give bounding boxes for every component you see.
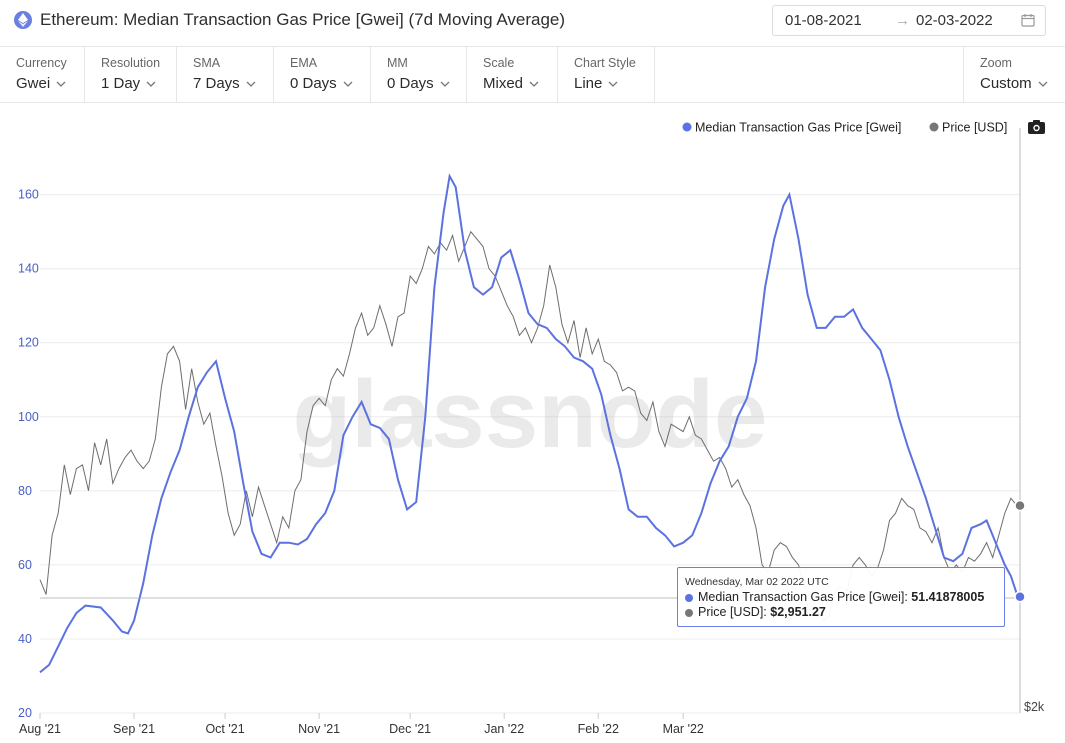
control-value[interactable]: 7 Days xyxy=(193,75,256,92)
control-value[interactable]: Mixed xyxy=(483,75,539,92)
date-arrow: → xyxy=(895,12,910,29)
date-from[interactable]: 01-08-2021 xyxy=(785,12,862,29)
gas-series-line xyxy=(39,173,1021,674)
control-value[interactable]: Custom xyxy=(980,75,1048,92)
chart-controls: Currency Gwei Resolution 1 Day SMA 7 Day… xyxy=(0,47,1065,103)
sma-select[interactable]: SMA 7 Days xyxy=(177,47,274,102)
legend-price-dot xyxy=(929,122,939,132)
tooltip-gas-dot xyxy=(685,593,693,602)
y-tick-label: 20 xyxy=(18,706,32,720)
currency-select[interactable]: Currency Gwei xyxy=(0,47,85,102)
legend-price-label[interactable]: Price [USD] xyxy=(942,121,1007,135)
right-axis-label: $2k xyxy=(1024,700,1045,714)
chart-area[interactable]: glassnode 20 40 60 80 100 120 140 160 Aug '21 Se… xyxy=(0,103,1065,743)
chevron-down-icon xyxy=(440,81,450,87)
control-label: MM xyxy=(387,56,408,70)
y-tick-label: 80 xyxy=(18,484,32,498)
chevron-down-icon xyxy=(56,81,66,87)
price-hover-marker xyxy=(1014,499,1026,512)
chevron-down-icon xyxy=(146,81,156,87)
y-tick-label: 120 xyxy=(18,336,39,350)
date-to[interactable]: 02-03-2022 xyxy=(916,12,993,29)
chevron-down-icon xyxy=(246,81,256,87)
x-tick-label: Oct '21 xyxy=(205,722,244,736)
chevron-down-icon xyxy=(343,81,353,87)
page-title: Ethereum: Median Transaction Gas Price [… xyxy=(40,10,566,29)
tooltip-date: Wednesday, Mar 02 2022 UTC xyxy=(685,576,829,588)
x-tick-label: Aug '21 xyxy=(19,722,61,736)
date-range-picker[interactable]: 01-08-2021 → 02-03-2022 xyxy=(772,5,1046,36)
zoom-select[interactable]: Zoom Custom xyxy=(963,47,1065,102)
legend-gas-dot xyxy=(682,122,692,132)
control-label: Resolution xyxy=(101,56,161,70)
y-tick-label: 60 xyxy=(18,558,32,572)
control-label: SMA xyxy=(193,56,221,70)
tooltip-price-row: Price [USD]: $2,951.27 xyxy=(685,605,826,619)
control-value[interactable]: Line xyxy=(574,75,618,92)
x-tick-label: Dec '21 xyxy=(389,722,431,736)
mm-select[interactable]: MM 0 Days xyxy=(371,47,467,102)
legend-gas-label[interactable]: Median Transaction Gas Price [Gwei] xyxy=(695,121,901,135)
y-axis-ticks: 20 40 60 80 100 120 140 160 xyxy=(18,188,39,720)
tooltip-gas-row: Median Transaction Gas Price [Gwei]: 51.… xyxy=(685,590,984,604)
y-tick-label: 40 xyxy=(18,632,32,646)
chart-header: Ethereum: Median Transaction Gas Price [… xyxy=(0,0,1065,47)
tooltip-price-dot xyxy=(685,608,693,617)
control-label: Chart Style xyxy=(574,56,636,70)
chevron-down-icon xyxy=(1038,81,1048,87)
scale-select[interactable]: Scale Mixed xyxy=(467,47,558,102)
control-value[interactable]: 0 Days xyxy=(290,75,353,92)
watermark: glassnode xyxy=(293,361,768,468)
legend: Median Transaction Gas Price [Gwei] Pric… xyxy=(682,121,1007,135)
chevron-down-icon xyxy=(529,81,539,87)
x-tick-label: Mar '22 xyxy=(663,722,704,736)
ethereum-icon xyxy=(14,11,32,29)
y-tick-label: 140 xyxy=(18,262,39,276)
control-label: Scale xyxy=(483,56,515,70)
gridlines xyxy=(40,194,1020,714)
gas-hover-marker xyxy=(1014,590,1026,603)
chart-style-select[interactable]: Chart Style Line xyxy=(558,47,655,102)
hover-tooltip: Wednesday, Mar 02 2022 UTC Median Transa… xyxy=(677,567,1005,627)
y-tick-label: 100 xyxy=(18,410,39,424)
x-axis-ticks: Aug '21 Sep '21 Oct '21 Nov '21 Dec '21 Jan '… xyxy=(19,713,704,736)
y-tick-label: 160 xyxy=(18,188,39,202)
control-value[interactable]: 0 Days xyxy=(387,75,450,92)
control-label: EMA xyxy=(290,56,318,70)
chevron-down-icon xyxy=(608,81,618,87)
ema-select[interactable]: EMA 0 Days xyxy=(274,47,371,102)
resolution-select[interactable]: Resolution 1 Day xyxy=(85,47,177,102)
camera-icon[interactable] xyxy=(1028,120,1045,134)
control-value[interactable]: Gwei xyxy=(16,75,66,92)
control-label: Zoom xyxy=(980,56,1012,70)
control-label: Currency xyxy=(16,56,67,70)
x-tick-label: Feb '22 xyxy=(578,722,619,736)
price-series-line xyxy=(39,230,1020,622)
control-value[interactable]: 1 Day xyxy=(101,75,156,92)
calendar-icon[interactable] xyxy=(1021,13,1035,31)
x-tick-label: Nov '21 xyxy=(298,722,340,736)
x-tick-label: Jan '22 xyxy=(484,722,524,736)
x-tick-label: Sep '21 xyxy=(113,722,155,736)
